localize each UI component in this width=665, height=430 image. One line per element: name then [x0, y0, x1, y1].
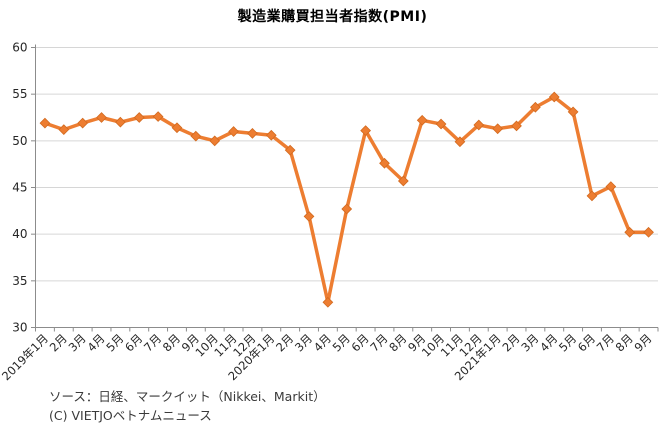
chart-title: 製造業購買担当者指数(PMI): [237, 9, 428, 25]
data-point: [303, 211, 315, 222]
x-tick-labels: 2019年1月2月3月4月5月6月7月8月9月10月11月12月2020年1月2…: [0, 331, 655, 383]
data-point: [492, 123, 504, 135]
data-point: [397, 175, 409, 187]
data-point: [190, 130, 202, 142]
data-point: [416, 114, 428, 126]
data-point: [511, 120, 522, 132]
y-tick-label: 55: [12, 87, 27, 101]
pmi-line: [43, 95, 651, 305]
data-point: [586, 190, 598, 202]
series-PMI: [39, 91, 654, 308]
data-point: [209, 135, 221, 147]
y-tick-label: 45: [12, 181, 27, 195]
y-tick-label: 50: [12, 134, 27, 148]
data-point: [96, 112, 107, 123]
gridlines: [35, 47, 658, 282]
chart-footer: ソース：日経、マークイット（Nikkei、Markit） (C) VIETJOベ…: [49, 388, 326, 425]
data-point: [228, 126, 239, 137]
data-point: [265, 129, 277, 141]
source-note: ソース：日経、マークイット（Nikkei、Markit）: [49, 389, 326, 404]
data-point: [435, 118, 447, 130]
y-tick-label: 35: [12, 274, 27, 288]
data-point: [530, 101, 541, 113]
data-point: [473, 119, 485, 131]
data-point: [341, 203, 353, 215]
data-point: [77, 117, 89, 129]
data-point: [643, 226, 654, 238]
data-point: [605, 181, 617, 192]
data-point: [379, 157, 390, 169]
copyright-note: (C) VIETJOベトナムニュース: [49, 407, 212, 423]
data-point: [624, 226, 636, 238]
y-tick-label: 40: [12, 227, 27, 241]
data-point: [171, 122, 183, 134]
y-tick-labels: 30 35 40 45 50 55 60: [12, 41, 27, 335]
y-tick-label: 60: [12, 41, 27, 55]
data-point: [133, 112, 145, 123]
y-tick-label: 30: [12, 321, 27, 335]
x-tick-label: 9月: [631, 331, 654, 354]
data-point: [115, 116, 126, 128]
data-point: [39, 117, 51, 129]
x-tick-label: 2019年1月: [0, 331, 51, 383]
data-point: [58, 124, 70, 135]
data-point: [284, 144, 296, 156]
data-point: [247, 128, 258, 139]
data-point: [454, 136, 466, 148]
data-point: [322, 296, 334, 308]
data-point: [152, 111, 164, 122]
data-point: [360, 125, 371, 136]
data-point: [567, 106, 579, 118]
data-point: [548, 91, 560, 103]
axes: [31, 44, 659, 332]
